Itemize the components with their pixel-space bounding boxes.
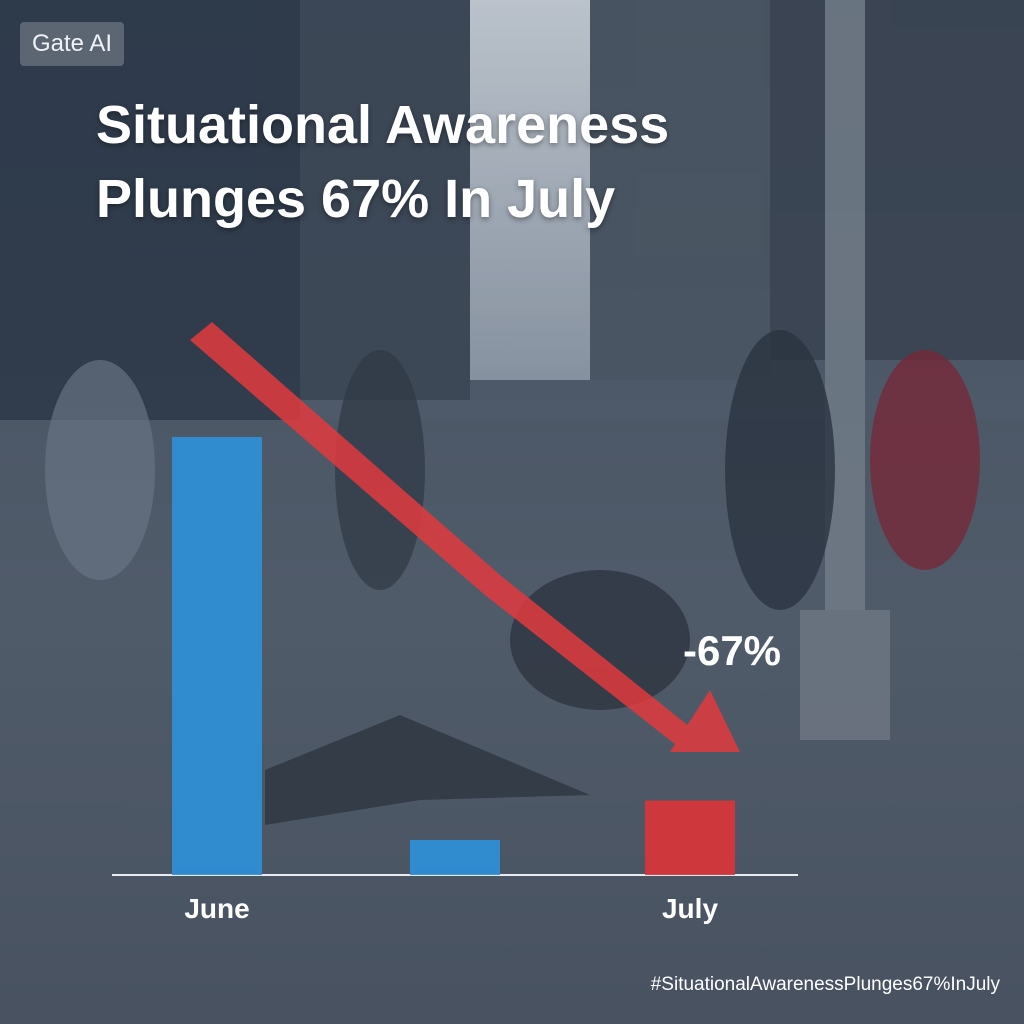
brand-badge: Gate AI [20,22,125,66]
bar [645,800,735,875]
annotation: -67% [683,627,781,674]
trend-arrow [190,322,740,752]
hashtag: #SituationalAwarenessPlunges67%InJuly [650,974,1000,995]
bar [172,437,262,875]
x-tick-label: June [184,893,249,924]
bar [410,839,500,875]
chart-title: Situational Awareness Plunges 67% In Jul… [96,95,670,229]
x-tick-label: July [662,893,718,924]
